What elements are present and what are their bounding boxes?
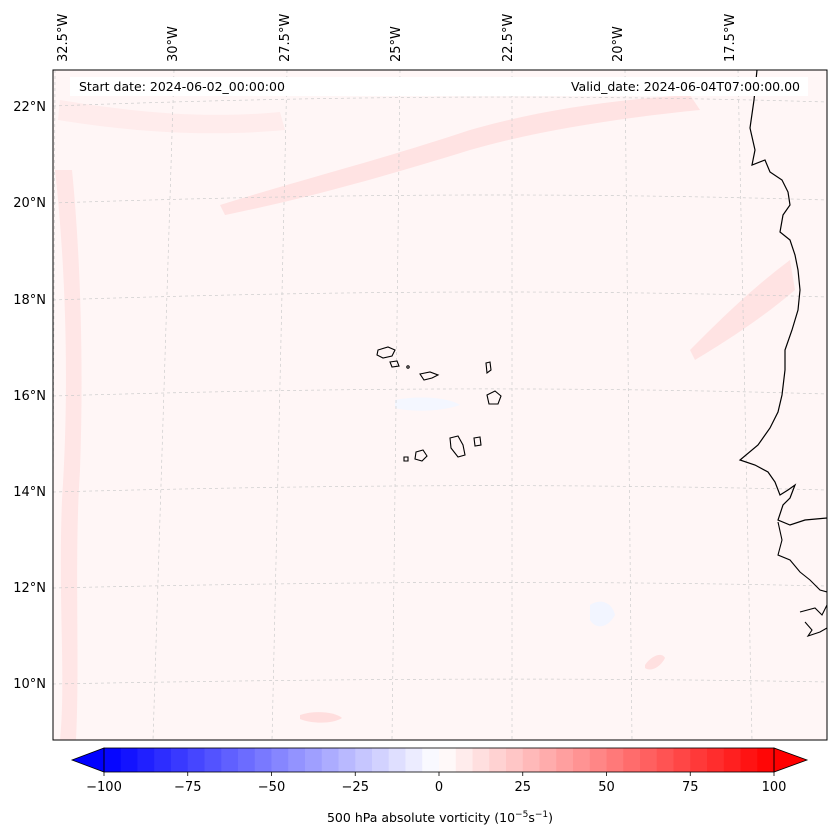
- colorbar-cell: [405, 748, 423, 772]
- colorbar-cell: [321, 748, 339, 772]
- colorbar-cell: [388, 748, 406, 772]
- colorbar-cell: [221, 748, 239, 772]
- lon-label: 25°W: [389, 26, 404, 62]
- colorbar-cell: [472, 748, 490, 772]
- gambia-guinea-coast: [777, 521, 827, 638]
- sal: [485, 361, 492, 375]
- colorbar-tick-label: 50: [598, 780, 615, 795]
- colorbar-cell: [623, 748, 641, 772]
- colorbar-cell: [355, 748, 373, 772]
- colorbar-cell: [137, 748, 155, 772]
- lat-label: 18°N: [13, 293, 46, 308]
- colorbar: −100 −75 −50 −25 0 25 50 75 100 500 hPa absolute…: [70, 747, 809, 825]
- colorbar-tick-label: 25: [514, 780, 531, 795]
- brava: [403, 456, 409, 462]
- lon-label: 17.5°W: [723, 14, 738, 62]
- colorbar-cell: [288, 748, 306, 772]
- colorbar-cell: [723, 748, 741, 772]
- colorbar-tick-label: −25: [342, 780, 369, 795]
- colorbar-cell: [372, 748, 390, 772]
- colorbar-cell: [589, 748, 607, 772]
- vorticity-patch-nw: [58, 100, 285, 134]
- colorbar-cell: [187, 748, 205, 772]
- vorticity-field: [53, 70, 827, 740]
- vorticity-patch-blue-2: [395, 397, 460, 411]
- colorbar-cell: [707, 748, 725, 772]
- lon-label: 30°W: [166, 26, 181, 62]
- colorbar-tick-label: −100: [86, 780, 122, 795]
- lat-label: 14°N: [13, 485, 46, 500]
- colorbar-cell: [271, 748, 289, 772]
- colorbar-high-extend-arrow: [773, 747, 809, 773]
- maio: [473, 436, 482, 447]
- lat-label: 12°N: [13, 581, 46, 596]
- santa-luzia: [406, 365, 410, 369]
- vorticity-patch-se: [645, 654, 665, 670]
- colorbar-cell: [455, 748, 473, 772]
- lat-label: 20°N: [13, 196, 46, 211]
- lon-label: 20°W: [611, 26, 626, 62]
- santo-antao: [376, 346, 396, 359]
- colorbar-cell: [640, 748, 658, 772]
- lon-label: 22.5°W: [501, 14, 516, 62]
- colorbar-cell: [690, 748, 708, 772]
- colorbar-cell: [656, 748, 674, 772]
- colorbar-cell: [539, 748, 557, 772]
- colorbar-cell: [254, 748, 272, 772]
- colorbar-cell: [556, 748, 574, 772]
- colorbar-cell: [104, 748, 122, 772]
- start-date-label: Start date: 2024-06-02_00:00:00: [79, 79, 285, 94]
- sao-vicente: [389, 360, 400, 368]
- colorbar-cell: [740, 748, 758, 772]
- colorbar-cell: [757, 748, 775, 772]
- lon-label: 32.5°W: [56, 14, 71, 62]
- colorbar-tick-label: −50: [258, 780, 285, 795]
- lat-label: 10°N: [13, 677, 46, 692]
- vorticity-patch-blue: [590, 601, 615, 627]
- boa-vista: [486, 390, 502, 405]
- colorbar-cell: [238, 748, 256, 772]
- colorbar-cell: [489, 748, 507, 772]
- colorbar-cell: [606, 748, 624, 772]
- colorbar-cell: [673, 748, 691, 772]
- cape-verde-islands: [376, 346, 502, 462]
- colorbar-cell: [506, 748, 524, 772]
- colorbar-label: 500 hPa absolute vorticity (10−5s−1): [327, 810, 553, 825]
- fogo: [414, 449, 428, 462]
- vorticity-band-north: [220, 95, 700, 215]
- lon-label: 27.5°W: [278, 14, 293, 62]
- colorbar-cell: [120, 748, 138, 772]
- graticule: [53, 70, 827, 740]
- colorbar-tick-label: 75: [682, 780, 699, 795]
- lat-label: 22°N: [13, 100, 46, 115]
- colorbar-ticks: −100 −75 −50 −25 0 25 50 75 100: [86, 772, 786, 795]
- colorbar-cell: [573, 748, 591, 772]
- colorbar-cell: [171, 748, 189, 772]
- longitude-labels: 32.5°W 30°W 27.5°W 25°W 22.5°W 20°W 17.5…: [56, 14, 738, 62]
- colorbar-cell: [305, 748, 323, 772]
- latitude-labels: 22°N 20°N 18°N 16°N 14°N 12°N 10°N: [13, 100, 46, 692]
- vorticity-band-east: [690, 260, 795, 360]
- colorbar-cells: [104, 748, 775, 772]
- colorbar-tick-label: −75: [174, 780, 201, 795]
- west-africa-coastline: [738, 70, 827, 526]
- vorticity-band-west: [55, 170, 82, 740]
- valid-date-label: Valid_date: 2024-06-04T07:00:00.00: [571, 79, 800, 94]
- map-frame: [52, 69, 828, 741]
- colorbar-cell: [522, 748, 540, 772]
- colorbar-cell: [338, 748, 356, 772]
- lat-label: 16°N: [13, 389, 46, 404]
- colorbar-low-extend-arrow: [70, 747, 105, 773]
- colorbar-cell: [154, 748, 172, 772]
- colorbar-cell: [204, 748, 222, 772]
- colorbar-tick-label: 0: [435, 780, 443, 795]
- colorbar-cell: [439, 748, 457, 772]
- vorticity-patch-sw: [300, 712, 342, 723]
- santiago: [449, 435, 466, 458]
- colorbar-tick-label: 100: [762, 780, 787, 795]
- info-banner: [70, 77, 808, 96]
- sao-nicolau: [419, 371, 440, 381]
- colorbar-cell: [422, 748, 440, 772]
